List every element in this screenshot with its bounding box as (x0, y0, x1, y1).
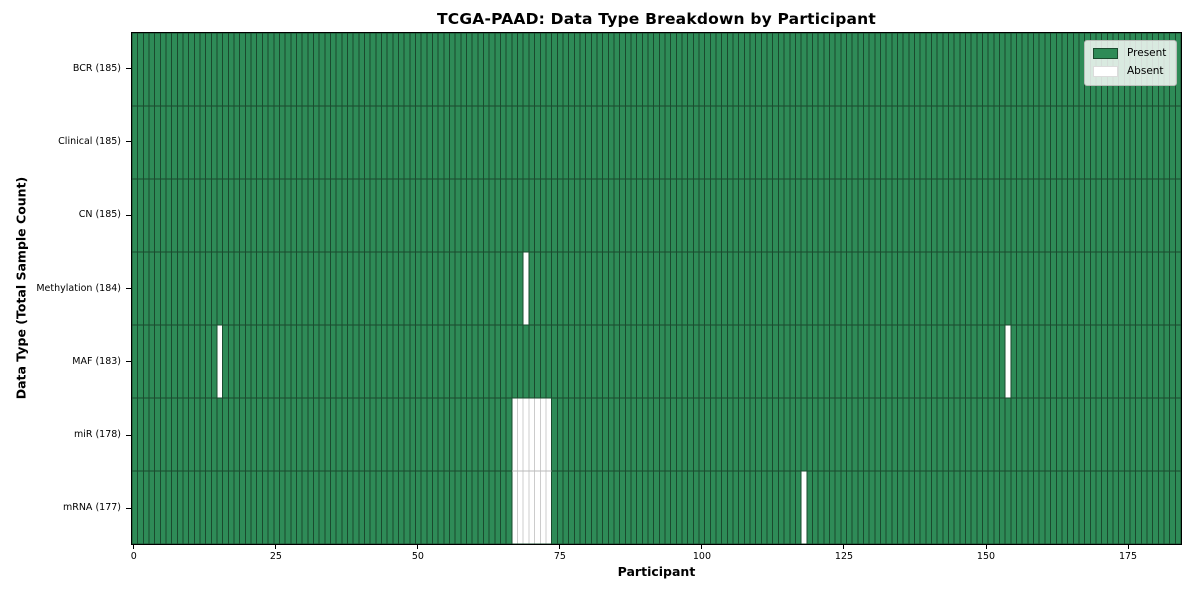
y-tick-mark (126, 141, 131, 143)
legend-item: Absent (1093, 66, 1166, 77)
y-tick-label: MAF (183) (72, 355, 121, 367)
y-tick-mark (126, 361, 131, 363)
x-tick-mark (559, 545, 561, 549)
y-tick-mark (126, 68, 131, 70)
x-tick-mark (275, 545, 277, 549)
legend: Present Absent (1084, 40, 1178, 86)
x-tick-mark (417, 545, 419, 549)
x-tick-label: 150 (976, 551, 996, 562)
x-tick-label: 25 (269, 551, 282, 562)
x-tick-label: 0 (130, 551, 137, 562)
legend-swatch-icon (1093, 48, 1118, 59)
x-tick-mark (843, 545, 845, 549)
legend-label: Absent (1127, 65, 1164, 78)
y-tick-label: miR (178) (73, 429, 121, 441)
y-tick-label: Clinical (185) (58, 135, 121, 147)
legend-item: Present (1093, 48, 1166, 59)
plot-area (131, 32, 1182, 545)
y-tick-label: BCR (185) (72, 62, 121, 74)
x-tick-label: 75 (553, 551, 566, 562)
y-tick-label: CN (185) (78, 209, 121, 221)
x-tick-mark (133, 545, 135, 549)
x-tick-mark (1127, 545, 1129, 549)
x-tick-label: 125 (834, 551, 854, 562)
y-tick-label: Methylation (184) (36, 282, 121, 294)
chart-title: TCGA-PAAD: Data Type Breakdown by Partic… (436, 10, 877, 28)
y-tick-mark (126, 214, 131, 216)
x-axis-label: Participant (617, 564, 696, 579)
x-tick-mark (701, 545, 703, 549)
heatmap-matrix (132, 33, 1181, 544)
legend-label: Present (1127, 47, 1167, 60)
legend-swatch-icon (1093, 66, 1118, 77)
y-tick-mark (126, 507, 131, 509)
y-tick-mark (126, 288, 131, 289)
x-tick-label: 175 (1118, 551, 1138, 562)
y-tick-label: mRNA (177) (62, 502, 121, 514)
y-tick-mark (126, 434, 131, 436)
x-tick-mark (985, 545, 987, 549)
x-tick-label: 100 (692, 551, 712, 562)
x-tick-label: 50 (411, 551, 424, 562)
